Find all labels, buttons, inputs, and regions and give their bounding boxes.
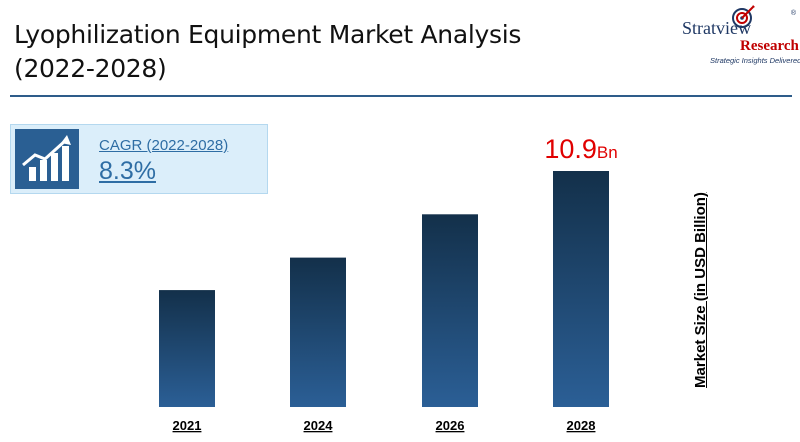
x-tick-label-2026: 2026: [436, 418, 465, 433]
logo-research: Research: [740, 38, 799, 54]
bar-2024: [290, 257, 346, 407]
bar-2028: [553, 171, 609, 407]
target-arrow-icon: [732, 5, 755, 28]
x-tick-label-2024: 2024: [304, 418, 334, 433]
x-tick-label-2028: 2028: [567, 418, 596, 433]
stratview-logo: Stratview ® Research Strategic Insights …: [678, 4, 800, 68]
bar-2021: [159, 290, 215, 407]
data-label-2028: 10.9Bn: [544, 134, 617, 164]
logo-name: Stratview: [682, 18, 751, 38]
cagr-value: 8.3%: [99, 157, 156, 185]
y-axis-label: Market Size (in USD Billion): [692, 192, 709, 388]
bar-2026: [422, 214, 478, 407]
title-divider: [10, 95, 792, 97]
cagr-label: CAGR (2022-2028): [99, 137, 229, 154]
growth-chart-icon: [15, 129, 79, 189]
cagr-panel: CAGR (2022-2028) 8.3%: [10, 124, 268, 194]
page-title: Lyophilization Equipment Market Analysis…: [14, 20, 522, 83]
logo-registered-mark: ®: [790, 10, 796, 17]
logo-tagline: Strategic Insights Delivered: [710, 56, 800, 65]
x-tick-label-2021: 2021: [173, 418, 202, 433]
